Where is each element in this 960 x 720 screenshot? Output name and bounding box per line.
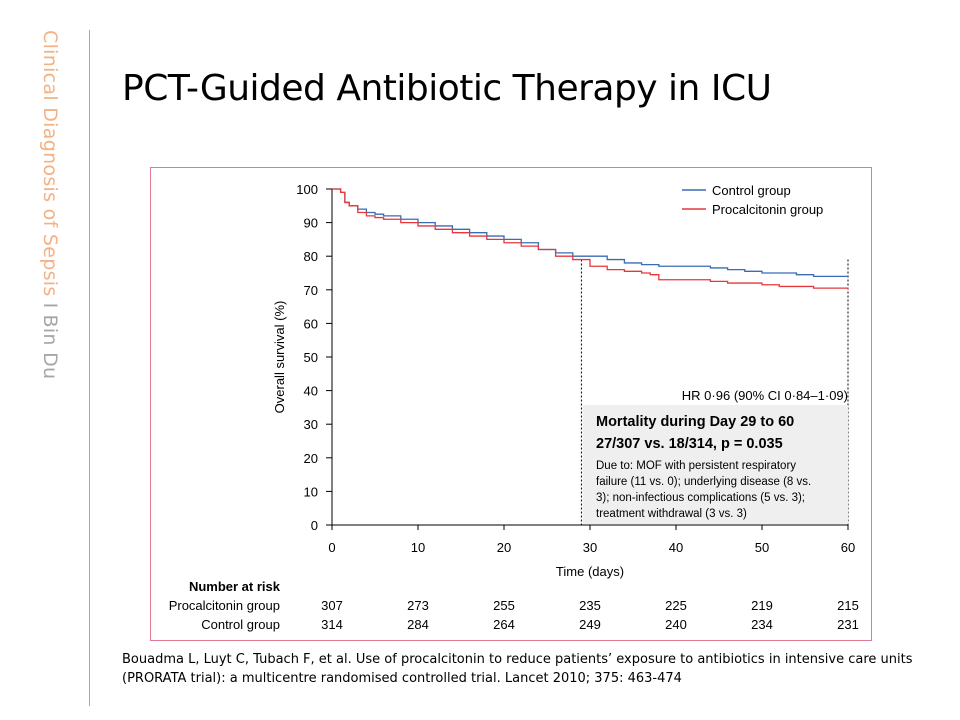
x-tick-label: 60 (841, 540, 855, 555)
annotation-body-line: 3); non-infectious complications (5 vs. … (596, 492, 805, 504)
sidebar-vertical-title: Clinical Diagnosis of Sepsis I Bin Du (36, 30, 66, 410)
x-tick-label: 40 (669, 540, 683, 555)
series-line-control-group (332, 188, 848, 278)
figure-frame (150, 167, 872, 641)
y-tick-label: 0 (311, 518, 318, 533)
risk-table: Number at risk Procalcitonin group 307 273 2… (169, 579, 859, 632)
x-tick-label: 50 (755, 540, 769, 555)
risk-cell: 215 (837, 598, 859, 613)
risk-cell: 273 (407, 598, 429, 613)
risk-cell: 255 (493, 598, 515, 613)
sidebar-separator: I (39, 303, 61, 309)
x-tick-label: 0 (328, 540, 335, 555)
vertical-divider (89, 30, 90, 706)
x-tick-label: 10 (411, 540, 425, 555)
x-tick-label: 30 (583, 540, 597, 555)
annotation-body-line: failure (11 vs. 0); underlying disease (… (596, 476, 811, 488)
mortality-annotation: HR 0·96 (90% CI 0·84–1·09) Mortality duri… (582, 388, 848, 524)
risk-cell: 219 (751, 598, 773, 613)
slide-title: PCT-Guided Antibiotic Therapy in ICU (122, 68, 772, 109)
y-tick-label: 10 (304, 484, 318, 499)
annotation-title-line-1: Mortality during Day 29 to 60 (596, 414, 794, 430)
chart-axes: 0 10 20 30 40 50 60 70 80 90 100 0 10 20 30 40 50 60 Time … (272, 182, 855, 579)
risk-cell: 234 (751, 617, 773, 632)
risk-cell: 235 (579, 598, 601, 613)
annotation-title-line-2: 27/307 vs. 18/314, p = 0.035 (596, 436, 783, 452)
series-line-procalcitonin-group (332, 188, 849, 290)
risk-cell: 284 (407, 617, 429, 632)
citation-line-1: Bouadma L, Luyt C, Tubach F, et al. Use … (122, 652, 913, 667)
y-tick-label: 70 (304, 283, 318, 298)
annotation-body-line: treatment withdrawal (3 vs. 3) (596, 508, 747, 520)
sidebar-author: Bin Du (39, 315, 61, 380)
y-tick-label: 90 (304, 216, 318, 231)
y-tick-label: 40 (304, 384, 318, 399)
risk-cell: 240 (665, 617, 687, 632)
legend-label: Procalcitonin group (712, 202, 823, 217)
risk-cell: 231 (837, 617, 859, 632)
sidebar-topic: Clinical Diagnosis of Sepsis (39, 30, 61, 297)
risk-cell: 264 (493, 617, 515, 632)
y-tick-label: 80 (304, 249, 318, 264)
y-tick-label: 100 (296, 182, 318, 197)
citation-line-2: (PRORATA trial): a multicentre randomise… (122, 671, 682, 686)
y-axis-title: Overall survival (%) (272, 301, 287, 414)
x-axis-title: Time (days) (556, 564, 624, 579)
x-tick-label: 20 (497, 540, 511, 555)
annotation-body-line: Due to: MOF with persistent respiratory (596, 460, 796, 472)
chart-legend: Control group Procalcitonin group (682, 183, 823, 217)
survival-chart: 0 10 20 30 40 50 60 70 80 90 100 0 10 20 30 40 50 60 Time … (169, 182, 859, 632)
chart-series (332, 188, 849, 290)
y-tick-label: 20 (304, 451, 318, 466)
risk-row-label: Procalcitonin group (169, 598, 280, 613)
y-tick-label: 50 (304, 350, 318, 365)
y-tick-label: 60 (304, 316, 318, 331)
risk-row-label: Control group (201, 617, 280, 632)
legend-label: Control group (712, 183, 791, 198)
hazard-ratio-label: HR 0·96 (90% CI 0·84–1·09) (682, 388, 848, 403)
risk-table-header: Number at risk (189, 579, 281, 594)
svg-text:Clinical Diagnosis of SepsisIB: Clinical Diagnosis of Sepsis I Bin Du (39, 30, 61, 379)
risk-cell: 249 (579, 617, 601, 632)
risk-cell: 314 (321, 617, 343, 632)
risk-cell: 307 (321, 598, 343, 613)
annotation-box (582, 405, 848, 524)
risk-cell: 225 (665, 598, 687, 613)
citation: Bouadma L, Luyt C, Tubach F, et al. Use … (122, 650, 922, 688)
y-tick-label: 30 (304, 417, 318, 432)
